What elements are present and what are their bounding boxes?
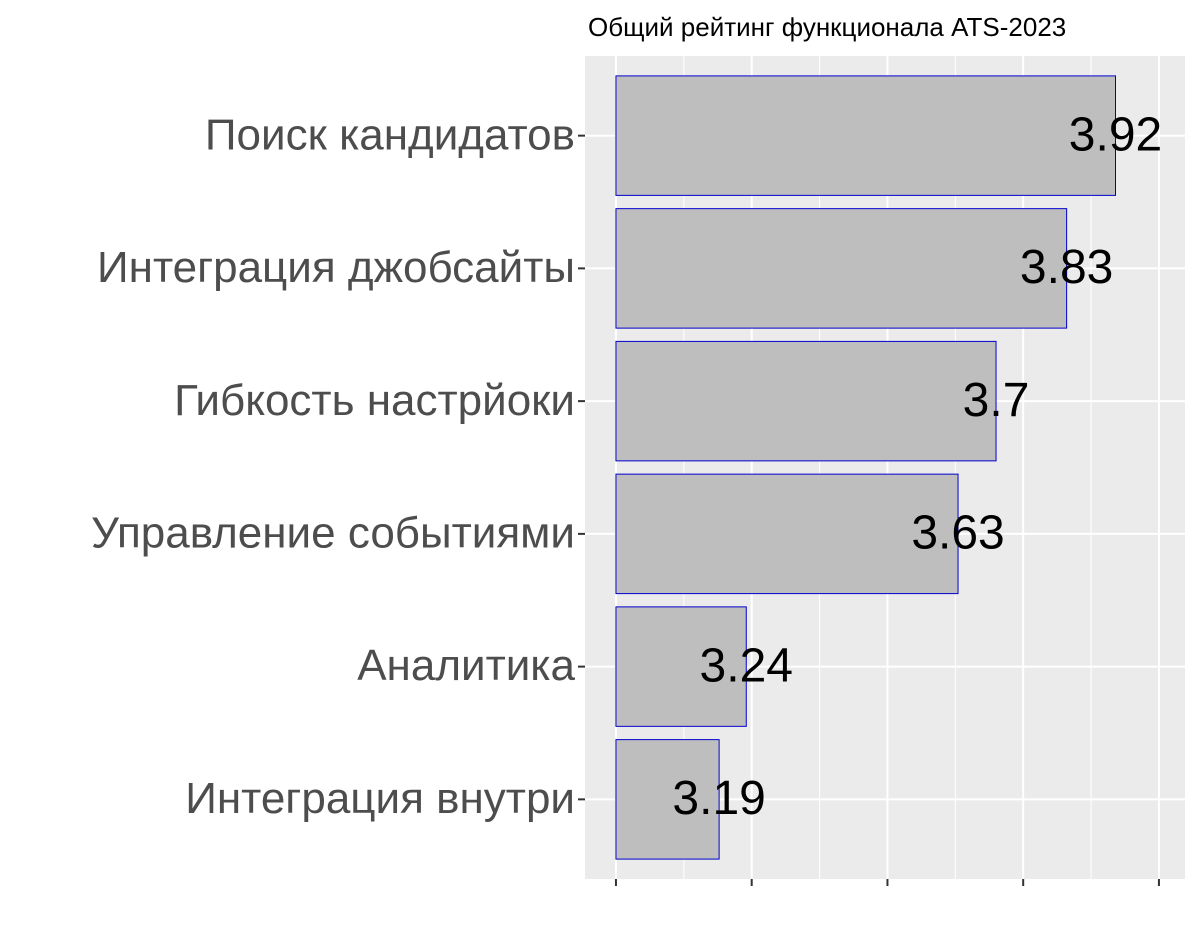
y-tick-label: Поиск кандидатов — [205, 110, 575, 159]
bar — [615, 75, 1116, 196]
y-tick-label: Интеграция джобсайты — [97, 243, 575, 292]
y-tick-label: Аналитика — [357, 641, 575, 690]
bar — [615, 208, 1068, 329]
bar — [615, 606, 747, 727]
bar — [615, 340, 997, 462]
bar — [615, 739, 720, 860]
value-label: 3.63 — [911, 507, 1004, 560]
value-label: 3.92 — [1069, 108, 1162, 161]
value-label: 3.19 — [672, 772, 765, 825]
y-tick-label: Гибкость настрйоки — [174, 376, 575, 425]
y-tick-label: Управление событиями — [91, 508, 575, 557]
value-label: 3.83 — [1020, 241, 1113, 294]
y-tick-label: Интеграция внутри — [185, 774, 575, 823]
value-label: 3.7 — [963, 374, 1030, 427]
value-label: 3.24 — [700, 639, 793, 692]
chart-title: Общий рейтинг функционала ATS-2023 — [588, 12, 1066, 42]
bar — [615, 473, 959, 595]
